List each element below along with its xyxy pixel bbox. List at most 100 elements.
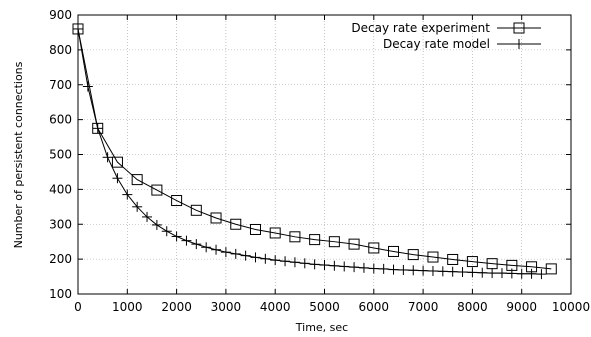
plus-point [132,201,143,212]
plus-point [92,123,103,134]
plus-point [112,173,123,184]
plus-point [487,268,498,279]
axis-ticks: 0 1000 2000 3000 4000 5000 6000 7000 8000 9000 100… [49,8,590,314]
square-point [151,184,163,196]
plus-point [388,264,399,275]
plus-point [437,266,448,277]
series-line [77,28,552,270]
plus-point [418,265,429,276]
plus-point [329,260,340,271]
plus-point [82,81,93,92]
plus-point [142,211,153,222]
plus-point [161,226,172,237]
square-point [348,238,360,250]
x-tick-label: 1000 [112,300,143,314]
plus-point [102,152,113,163]
y-tick-label: 700 [49,78,72,92]
plus-point [447,266,458,277]
legend-label: Decay rate model [383,37,490,51]
square-point [190,204,202,216]
square-point [309,234,321,246]
plus-point [467,267,478,278]
y-tick-label: 900 [49,8,72,22]
plus-point [240,250,251,261]
y-tick-label: 300 [49,217,72,231]
series-group [72,23,557,280]
plus-point [477,267,488,278]
square-point [388,245,400,257]
plus-point [368,263,379,274]
plus-point [506,268,517,279]
plus-point [289,257,300,268]
legend: Decay rate experiment Decay rate model [351,21,541,51]
legend-plus-marker [514,39,524,49]
plus-point [151,219,162,230]
plus-point [309,259,320,270]
plus-point [408,265,419,276]
plus-point [191,239,202,250]
square-point [111,156,123,168]
legend-label: Decay rate experiment [351,21,490,35]
plus-point [427,265,438,276]
square-point [269,227,281,239]
y-axis-title: Number of persistent connections [12,61,25,248]
plus-point [73,23,83,34]
x-tick-label: 3000 [211,300,242,314]
square-point [131,174,143,186]
y-tick-label: 200 [49,252,72,266]
plus-point [260,253,271,264]
square-point [427,251,439,263]
square-point [289,231,301,243]
plus-point [280,256,291,267]
plus-point [171,231,182,242]
square-point [407,249,419,261]
plus-point [319,260,330,271]
x-tick-label: 9000 [506,300,537,314]
plus-point [516,268,527,279]
y-tick-label: 100 [49,287,72,301]
x-tick-label: 0 [74,300,82,314]
x-tick-label: 2000 [161,300,192,314]
plus-point [181,235,192,246]
plus-point [536,269,547,280]
x-tick-label: 5000 [309,300,340,314]
square-point [328,236,340,248]
square-point [249,223,261,235]
plus-point [270,255,281,266]
plus-point [378,263,389,274]
plus-point [299,258,310,269]
plus-point [526,268,537,279]
square-point [210,212,222,224]
x-axis-title: Time, sec [295,321,348,334]
square-point [171,195,183,207]
square-point [466,256,478,268]
square-point [447,253,459,265]
legend-entry: Decay rate model [383,37,541,51]
plus-point [211,244,222,255]
x-tick-label: 10000 [552,300,590,314]
plus-point [220,247,231,258]
plus-point [398,264,409,275]
y-tick-label: 400 [49,182,72,196]
plus-point [349,262,360,273]
legend-entry: Decay rate experiment [351,21,541,35]
x-tick-label: 8000 [457,300,488,314]
grid [78,15,571,294]
x-tick-label: 7000 [408,300,439,314]
x-tick-label: 6000 [359,300,390,314]
series-2 [73,23,547,280]
plus-point [457,267,468,278]
plus-point [358,262,369,273]
plus-point [230,248,241,259]
square-point [368,242,380,254]
plus-point [201,242,212,253]
plus-point [339,261,350,272]
x-tick-label: 4000 [260,300,291,314]
plus-point [496,268,507,279]
square-point [545,263,557,275]
y-tick-label: 500 [49,148,72,162]
plus-point [250,252,261,263]
y-tick-label: 800 [49,43,72,57]
